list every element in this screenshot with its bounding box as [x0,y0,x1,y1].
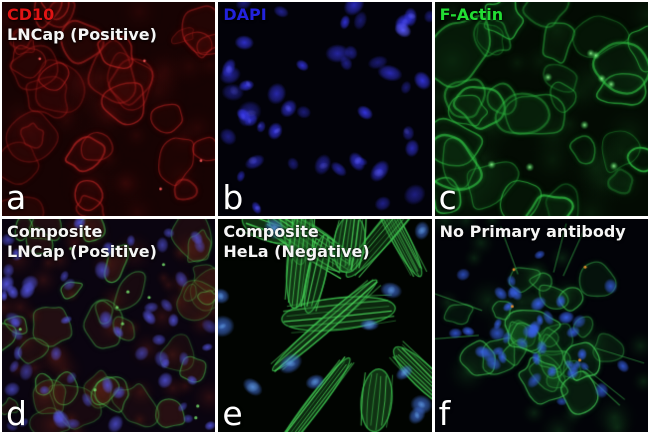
panel-letter-d: d [6,394,27,432]
micrograph-dapi-blue-channel [218,2,432,216]
panel-e-header: Composite HeLa (Negative) [223,222,369,263]
panel-letter-e: e [222,394,243,432]
panel-letter-a: a [6,177,27,216]
panel-letter-b: b [222,177,244,216]
panel-c-header: F-Actin [440,5,503,25]
panel-a-header: CD10 LNCap (Positive) [7,5,157,46]
stain-label: DAPI [223,5,267,24]
stain-label: F-Actin [439,5,504,24]
cell-line-label: HeLa (Negative) [223,241,370,261]
panel-f-no-primary: No Primary antibody f [434,218,648,432]
control-label: No Primary antibody [439,221,626,241]
micrograph-composite-lncap [2,218,216,432]
panel-letter-c: c [438,177,457,216]
cell-line-label: LNCap (Positive) [7,241,157,261]
micrograph-composite-hela [218,218,432,432]
panel-d-composite-lncap: Composite LNCap (Positive) d [2,218,216,432]
stain-label: Composite [223,221,319,241]
panel-a-cd10-lncap: CD10 LNCap (Positive) a [2,2,216,216]
panel-d-header: Composite LNCap (Positive) [7,222,157,263]
panel-e-composite-hela: Composite HeLa (Negative) e [218,218,432,432]
stain-label: CD10 [7,5,55,24]
cell-line-label: LNCap (Positive) [7,25,157,45]
micrograph-factin-green-channel [434,2,648,216]
panel-b-header: DAPI [223,5,266,25]
micrograph-no-primary-control [434,218,648,432]
panel-letter-f: f [438,394,451,432]
panel-f-header: No Primary antibody [440,222,626,242]
panel-b-dapi: DAPI b [218,2,432,216]
micrograph-cd10-red-channel [2,2,216,216]
stain-label: Composite [7,221,103,241]
panel-c-factin: F-Actin c [434,2,648,216]
